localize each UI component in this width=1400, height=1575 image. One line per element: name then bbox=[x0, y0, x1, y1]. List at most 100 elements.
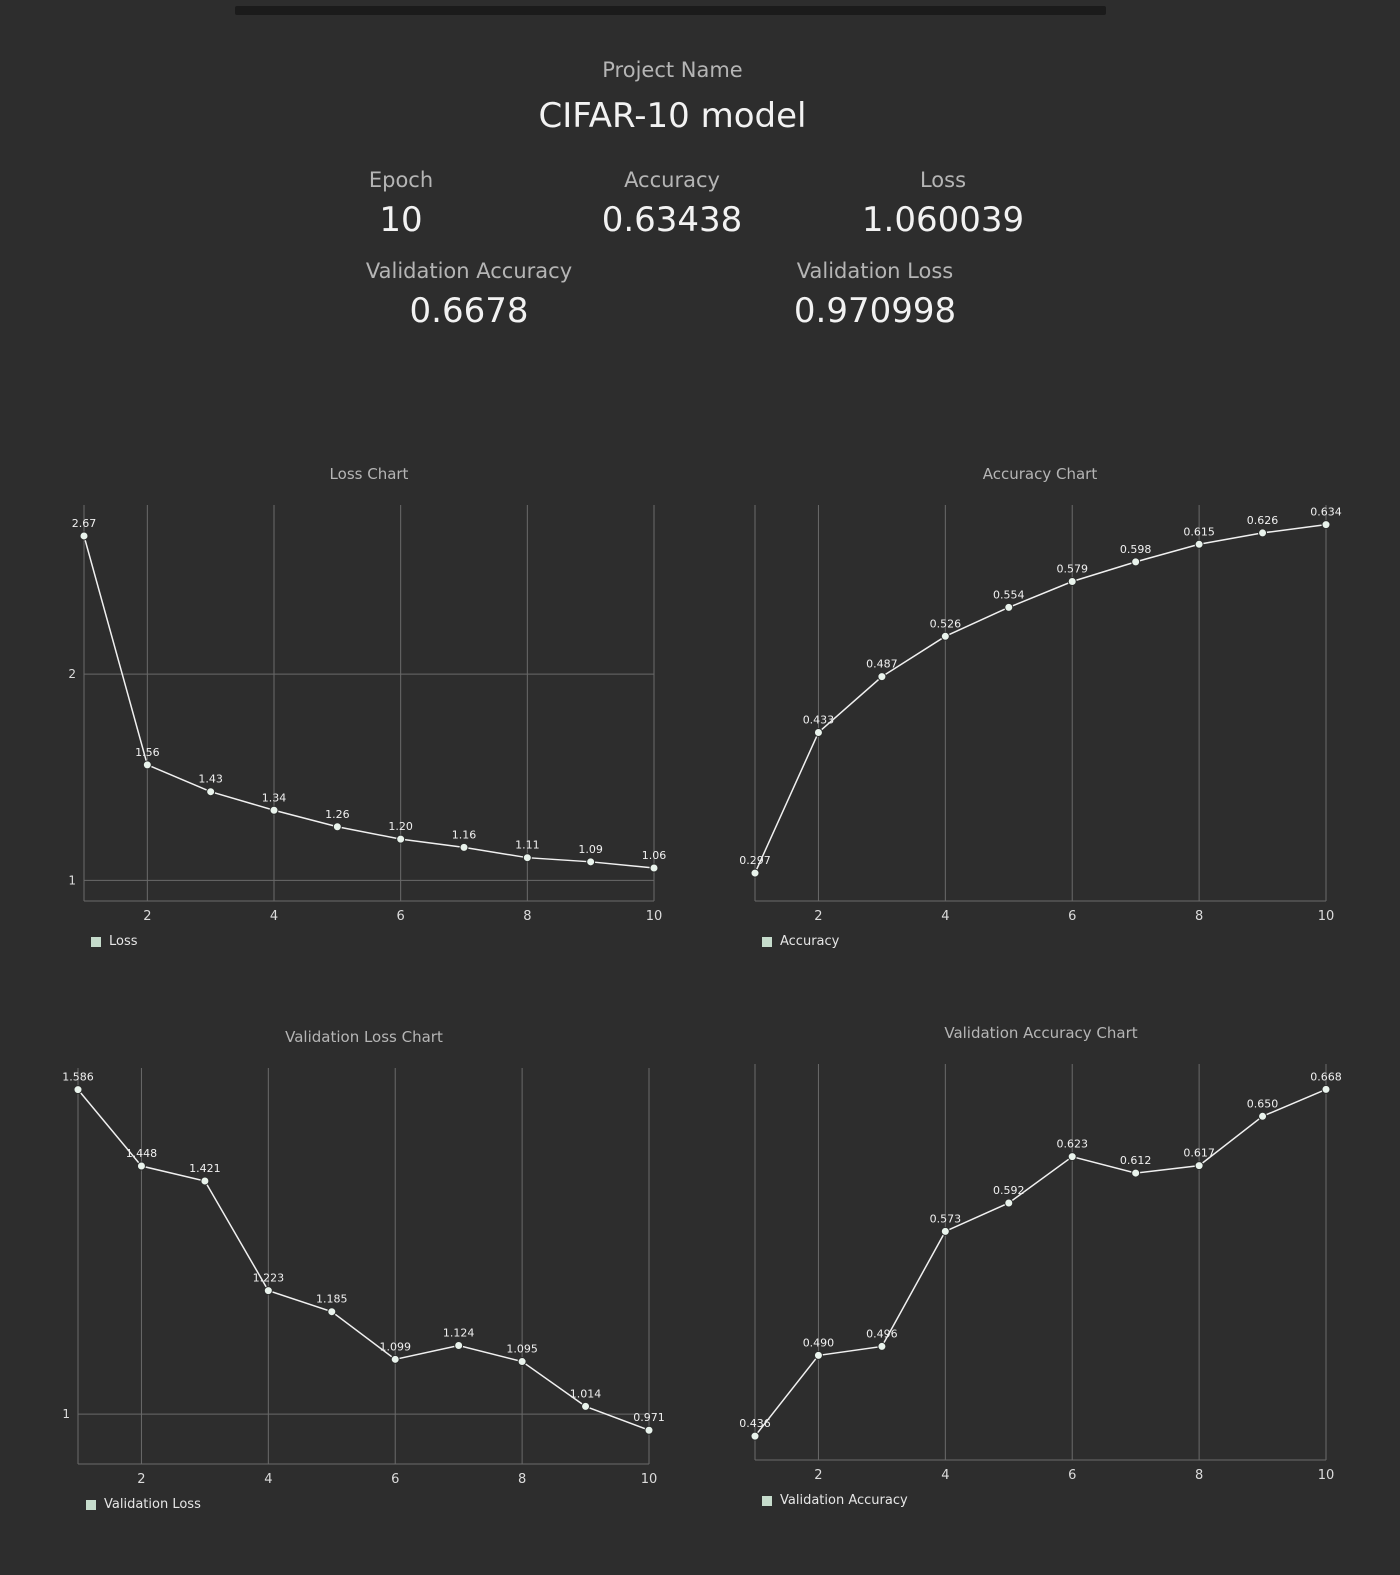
data-label: 1.11 bbox=[515, 839, 540, 852]
data-point[interactable] bbox=[941, 632, 949, 640]
data-point[interactable] bbox=[391, 1355, 399, 1363]
data-point[interactable] bbox=[1259, 529, 1267, 537]
data-point[interactable] bbox=[878, 673, 886, 681]
accuracy-chart-legend[interactable]: Accuracy bbox=[762, 934, 839, 949]
x-tick-label: 4 bbox=[941, 909, 949, 924]
data-label: 1.099 bbox=[379, 1340, 411, 1353]
data-point[interactable] bbox=[941, 1227, 949, 1235]
data-point[interactable] bbox=[1068, 1153, 1076, 1161]
data-point[interactable] bbox=[264, 1287, 272, 1295]
data-label: 0.971 bbox=[633, 1411, 665, 1424]
series-line bbox=[78, 1090, 649, 1431]
data-label: 1.223 bbox=[253, 1272, 285, 1285]
data-point[interactable] bbox=[814, 728, 822, 736]
x-tick-label: 4 bbox=[264, 1472, 272, 1487]
data-point[interactable] bbox=[1322, 521, 1330, 529]
data-point[interactable] bbox=[1005, 603, 1013, 611]
data-point[interactable] bbox=[523, 854, 531, 862]
validation-accuracy-chart-legend[interactable]: Validation Accuracy bbox=[762, 1493, 908, 1508]
data-label: 0.579 bbox=[1056, 563, 1088, 576]
data-label: 0.490 bbox=[803, 1336, 835, 1349]
data-point[interactable] bbox=[645, 1426, 653, 1434]
data-point[interactable] bbox=[1195, 540, 1203, 548]
x-tick-label: 10 bbox=[1318, 909, 1335, 924]
validation-loss-chart-legend[interactable]: Validation Loss bbox=[86, 1497, 201, 1512]
data-point[interactable] bbox=[1005, 1199, 1013, 1207]
stat-validation-loss-label: Validation Loss bbox=[725, 257, 1025, 285]
data-point[interactable] bbox=[455, 1341, 463, 1349]
project-name-label: Project Name bbox=[0, 58, 1345, 82]
x-tick-label: 8 bbox=[1195, 1468, 1203, 1483]
stat-accuracy-label: Accuracy bbox=[522, 166, 822, 194]
validation-accuracy-chart-title: Validation Accuracy Chart bbox=[711, 1024, 1371, 1042]
data-label: 0.615 bbox=[1183, 525, 1215, 538]
data-point[interactable] bbox=[1132, 558, 1140, 566]
data-label: 0.496 bbox=[866, 1327, 898, 1340]
data-point[interactable] bbox=[80, 532, 88, 540]
data-label: 1.06 bbox=[642, 849, 667, 862]
data-label: 1.095 bbox=[506, 1343, 538, 1356]
data-point[interactable] bbox=[582, 1402, 590, 1410]
data-point[interactable] bbox=[814, 1351, 822, 1359]
data-label: 1.448 bbox=[126, 1147, 158, 1160]
x-tick-label: 6 bbox=[1068, 909, 1076, 924]
loss-chart-legend[interactable]: Loss bbox=[91, 934, 138, 949]
data-label: 1.56 bbox=[135, 746, 160, 759]
data-label: 0.433 bbox=[803, 713, 835, 726]
data-label: 0.598 bbox=[1120, 543, 1152, 556]
project-name: CIFAR-10 model bbox=[0, 96, 1345, 136]
data-point[interactable] bbox=[460, 843, 468, 851]
data-label: 1.09 bbox=[578, 843, 603, 856]
data-point[interactable] bbox=[650, 864, 658, 872]
data-point[interactable] bbox=[201, 1177, 209, 1185]
data-label: 1.26 bbox=[325, 808, 350, 821]
stat-epoch-label: Epoch bbox=[251, 166, 551, 194]
data-point[interactable] bbox=[397, 835, 405, 843]
x-tick-label: 10 bbox=[1318, 1468, 1335, 1483]
data-label: 0.487 bbox=[866, 658, 898, 671]
x-tick-label: 8 bbox=[1195, 909, 1203, 924]
legend-swatch bbox=[762, 1496, 772, 1506]
stat-validation-loss-value: 0.970998 bbox=[725, 291, 1025, 331]
x-tick-label: 6 bbox=[397, 909, 405, 924]
x-tick-label: 6 bbox=[1068, 1468, 1076, 1483]
data-point[interactable] bbox=[74, 1086, 82, 1094]
data-point[interactable] bbox=[1195, 1162, 1203, 1170]
validation-loss-chart-title: Validation Loss Chart bbox=[34, 1028, 694, 1046]
data-point[interactable] bbox=[587, 858, 595, 866]
x-tick-label: 2 bbox=[814, 1468, 822, 1483]
data-point[interactable] bbox=[751, 1432, 759, 1440]
data-label: 1.43 bbox=[198, 773, 223, 786]
data-point[interactable] bbox=[137, 1162, 145, 1170]
data-point[interactable] bbox=[1322, 1085, 1330, 1093]
x-tick-label: 8 bbox=[523, 909, 531, 924]
data-label: 1.124 bbox=[443, 1326, 475, 1339]
x-tick-label: 6 bbox=[391, 1472, 399, 1487]
stat-epoch: Epoch 10 bbox=[251, 166, 551, 240]
data-point[interactable] bbox=[518, 1358, 526, 1366]
data-point[interactable] bbox=[1132, 1169, 1140, 1177]
data-point[interactable] bbox=[328, 1308, 336, 1316]
data-label: 0.623 bbox=[1056, 1138, 1088, 1151]
data-point[interactable] bbox=[333, 823, 341, 831]
data-point[interactable] bbox=[143, 761, 151, 769]
x-tick-label: 8 bbox=[518, 1472, 526, 1487]
x-tick-label: 2 bbox=[143, 909, 151, 924]
data-point[interactable] bbox=[751, 869, 759, 877]
stat-loss-value: 1.060039 bbox=[793, 200, 1093, 240]
series-line bbox=[755, 1089, 1326, 1436]
data-label: 0.668 bbox=[1310, 1070, 1342, 1083]
top-scrollbar[interactable] bbox=[235, 6, 1106, 15]
data-point[interactable] bbox=[207, 788, 215, 796]
data-point[interactable] bbox=[1068, 578, 1076, 586]
y-tick-label: 1 bbox=[68, 873, 76, 887]
y-tick-label: 2 bbox=[68, 667, 76, 681]
stat-validation-loss: Validation Loss 0.970998 bbox=[725, 257, 1025, 331]
data-label: 0.436 bbox=[739, 1417, 771, 1430]
legend-label: Validation Loss bbox=[104, 1497, 201, 1512]
data-point[interactable] bbox=[878, 1342, 886, 1350]
data-point[interactable] bbox=[270, 806, 278, 814]
data-point[interactable] bbox=[1259, 1112, 1267, 1120]
data-label: 0.612 bbox=[1120, 1154, 1152, 1167]
loss-chart: 1 2 2 4 6 8 10 2.67 1.56 1.43 1.34 1.26 1.20 1.16 1.11… bbox=[0, 490, 700, 930]
